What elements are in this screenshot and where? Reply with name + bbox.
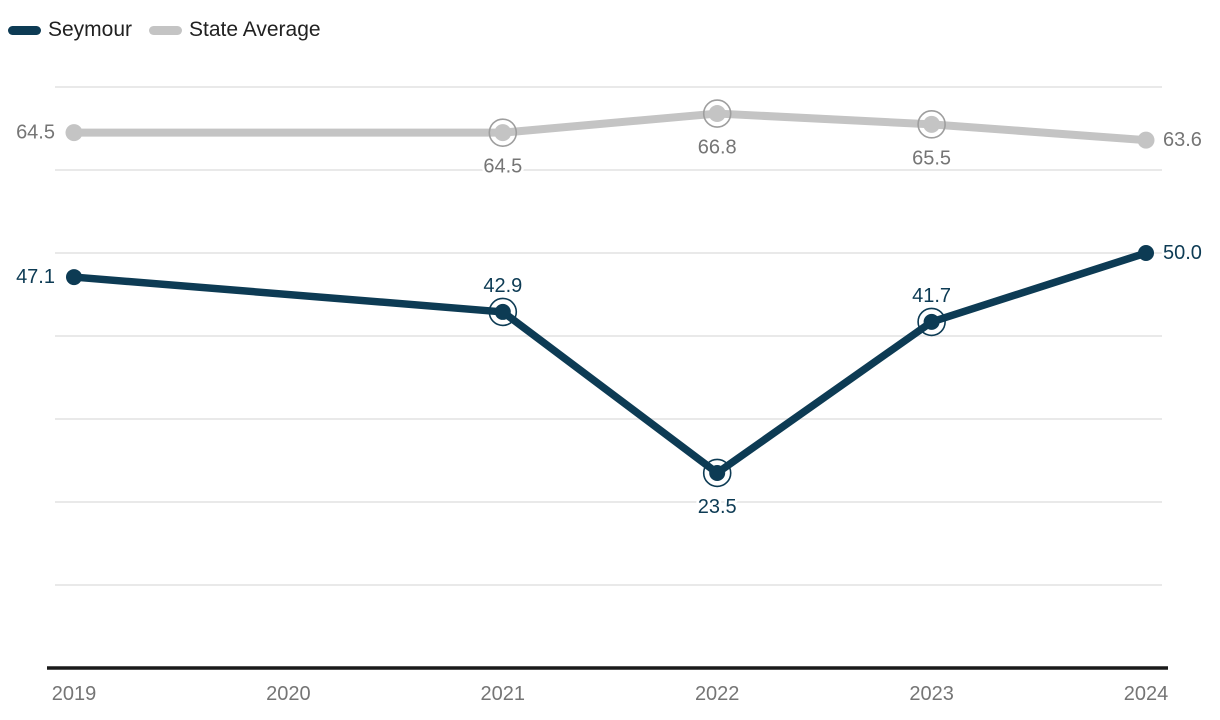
- state-average-data-label: 64.5: [483, 156, 522, 178]
- legend-item-seymour: Seymour: [8, 18, 132, 42]
- seymour-point-ring: [488, 297, 518, 327]
- seymour-data-point[interactable]: [66, 269, 82, 286]
- seymour-data-label: 42.9: [483, 275, 522, 297]
- state-average-data-point[interactable]: [65, 124, 83, 142]
- x-tick-label: 2023: [909, 683, 954, 705]
- seymour-point-ring: [917, 307, 946, 337]
- state-average-data-label: 64.5: [16, 122, 55, 144]
- seymour-data-label: 23.5: [698, 496, 737, 518]
- state-average-data-point[interactable]: [494, 124, 512, 142]
- x-tick-label: 2022: [695, 683, 740, 705]
- legend-label-seymour: Seymour: [48, 18, 133, 41]
- state-average-data-label: 65.5: [912, 147, 951, 169]
- state-average-line: [70, 109, 1150, 145]
- x-tick-label: 2021: [481, 683, 526, 705]
- legend-label-state-average: State Average: [189, 18, 321, 41]
- seymour-line-swatch-icon: [8, 25, 41, 35]
- seymour-data-point[interactable]: [494, 303, 511, 320]
- seymour-data-label: 50.0: [1163, 242, 1202, 264]
- seymour-data-point[interactable]: [1138, 245, 1154, 261]
- seymour-line: [70, 249, 1150, 477]
- legend: Seymour State Average: [8, 18, 321, 42]
- state-average-point-ring: [917, 110, 946, 139]
- state-average-line-swatch-icon: [149, 25, 183, 35]
- legend-item-state-average: State Average: [149, 18, 321, 42]
- state-average-data-point[interactable]: [1137, 131, 1155, 149]
- state-average-data-point[interactable]: [708, 105, 726, 123]
- seymour-data-label: 47.1: [16, 266, 55, 288]
- state-average-point-ring: [488, 118, 518, 147]
- x-tick-label: 2019: [52, 683, 97, 705]
- seymour-data-label: 41.7: [912, 285, 951, 307]
- seymour-data-point[interactable]: [709, 464, 726, 481]
- state-average-data-label: 66.8: [698, 137, 737, 159]
- state-average-data-point[interactable]: [923, 115, 941, 133]
- seymour-point-ring: [702, 458, 732, 488]
- x-tick-label: 2024: [1124, 683, 1169, 705]
- state-average-data-label: 63.6: [1163, 129, 1202, 151]
- seymour-data-point[interactable]: [923, 313, 940, 330]
- state-average-point-ring: [702, 99, 732, 128]
- x-tick-label: 2020: [266, 683, 311, 705]
